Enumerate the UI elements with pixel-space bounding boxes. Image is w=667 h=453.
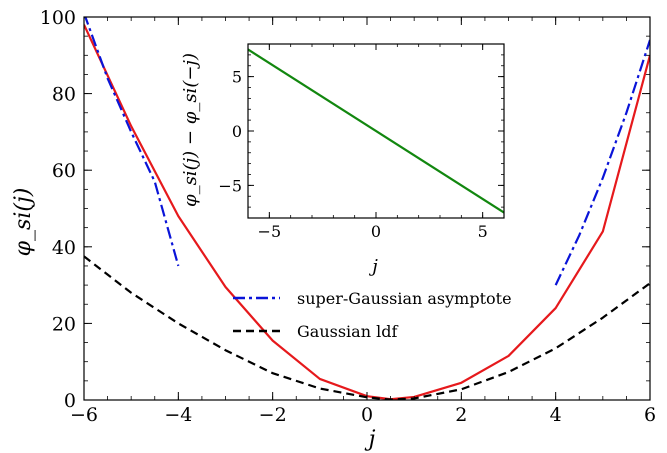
legend-label-gaussian-ldf: Gaussian ldf: [297, 322, 398, 341]
inset-x-axis-label: j: [368, 256, 378, 277]
inset-x-tick-label: −5: [258, 222, 282, 241]
main-series-1-line-1: [554, 39, 650, 286]
main-y-tick-label: 20: [52, 313, 76, 335]
main-y-tick-label: 40: [52, 237, 76, 259]
inset-y-tick-label: 0: [232, 122, 242, 141]
inset-y-tick-label: −5: [218, 176, 242, 195]
main-x-tick-label: 4: [550, 404, 562, 426]
main-series-2-line-0: [84, 255, 650, 400]
main-x-tick-label: 2: [455, 404, 467, 426]
main-series-1-line-0: [84, 17, 180, 267]
main-x-tick-label: 0: [361, 404, 373, 426]
inset-x-tick-label: 0: [371, 222, 381, 241]
legend-label-super-gaussian: super-Gaussian asymptote: [297, 289, 512, 308]
inset-y-tick-label: 5: [232, 68, 242, 87]
main-x-tick-label: −6: [70, 404, 98, 426]
main-y-axis-label: φ_si(j): [11, 188, 36, 257]
inset-series-0-line-0: [248, 48, 504, 214]
main-y-tick-label: 0: [64, 390, 76, 412]
main-x-axis-label: j: [364, 427, 376, 452]
main-y-tick-label: 80: [52, 84, 76, 106]
inset-y-axis-label: φ_si(j) − φ_si(−j): [180, 53, 201, 207]
inset-x-tick-label: 5: [478, 222, 488, 241]
main-x-tick-label: −2: [259, 404, 287, 426]
main-x-tick-label: −4: [164, 404, 192, 426]
main-x-tick-label: 6: [644, 404, 656, 426]
main-y-tick-label: 100: [40, 7, 76, 29]
legend: super-Gaussian asymptote Gaussian ldf: [233, 289, 512, 341]
main-y-tick-label: 60: [52, 160, 76, 182]
